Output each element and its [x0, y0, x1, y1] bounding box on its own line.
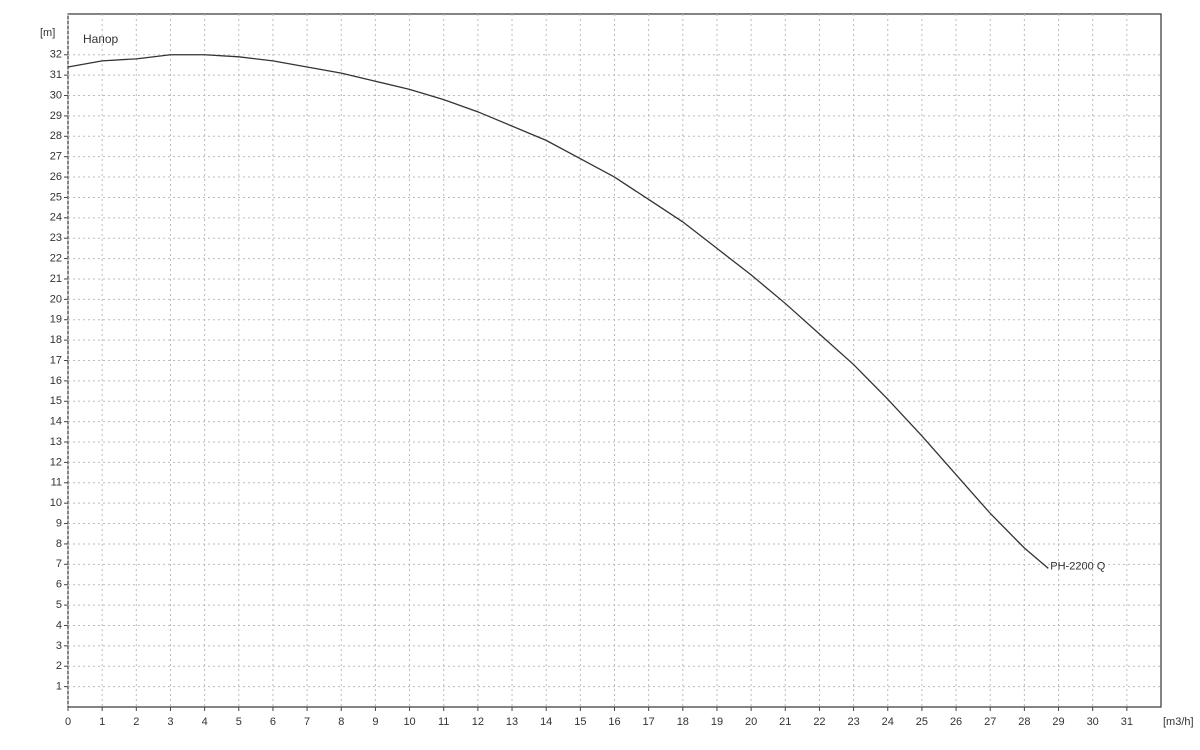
x-tick-label: 0: [65, 716, 71, 728]
x-tick-label: 1: [99, 716, 105, 728]
x-tick-label: 15: [574, 716, 586, 728]
x-tick-label: 27: [984, 716, 996, 728]
y-tick-label: 10: [50, 497, 62, 509]
y-tick-label: 8: [56, 538, 62, 550]
y-tick-label: 11: [51, 477, 62, 489]
y-tick-label: 16: [50, 375, 62, 387]
curve-label: PH-2200 Q: [1050, 560, 1105, 572]
x-tick-label: 5: [236, 716, 242, 728]
x-tick-label: 3: [167, 716, 173, 728]
x-tick-label: 6: [270, 716, 276, 728]
y-tick-label: 5: [56, 599, 62, 611]
grid: [67, 14, 1161, 707]
y-tick-label: 15: [50, 395, 62, 407]
x-tick-label: 26: [950, 716, 962, 728]
x-axis-label: [m3/h]: [1163, 716, 1194, 728]
y-tick-label: 25: [50, 191, 62, 203]
x-tick-label: 23: [847, 716, 859, 728]
x-tick-label: 7: [304, 716, 310, 728]
x-tick-label: 12: [472, 716, 484, 728]
y-tick-label: 23: [50, 232, 62, 244]
x-tick-label: 18: [677, 716, 689, 728]
y-tick-label: 29: [50, 110, 62, 122]
y-tick-label: 14: [50, 416, 62, 428]
y-tick-label: 18: [50, 334, 62, 346]
x-tick-label: 4: [202, 716, 208, 728]
x-tick-label: 19: [711, 716, 723, 728]
x-tick-label: 9: [372, 716, 378, 728]
x-tick-label: 14: [540, 716, 552, 728]
y-tick-label: 28: [50, 130, 62, 142]
x-tick-label: 17: [643, 716, 655, 728]
y-axis-label: [m]: [40, 27, 55, 39]
y-tick-label: 19: [50, 314, 62, 326]
x-tick-label: 2: [133, 716, 139, 728]
x-tick-label: 11: [438, 716, 449, 728]
y-tick-label: 27: [50, 151, 62, 163]
y-tick-label: 3: [56, 640, 62, 652]
y-tick-label: 24: [50, 212, 62, 224]
curve: [67, 54, 1049, 569]
y-tick-label: 2: [56, 660, 62, 672]
x-tick-label: 20: [745, 716, 757, 728]
y-tick-label: 20: [50, 293, 62, 305]
y-tick-label: 26: [50, 171, 62, 183]
y-tick-label: 12: [50, 456, 62, 468]
x-tick-label: 13: [506, 716, 518, 728]
y-tick-label: 30: [50, 89, 62, 101]
y-tick-label: 22: [50, 252, 62, 264]
y-tick-label: 13: [50, 436, 62, 448]
y-tick-label: 1: [56, 681, 62, 693]
x-tick-label: 28: [1018, 716, 1030, 728]
y-tick-label: 21: [50, 273, 62, 285]
x-tick-label: 16: [608, 716, 620, 728]
curve-title: Напор: [83, 32, 119, 46]
x-tick-label: 21: [779, 716, 791, 728]
y-tick-label: 7: [56, 558, 62, 570]
y-tick-label: 17: [50, 354, 62, 366]
y-tick-label: 31: [50, 69, 62, 81]
x-tick-label: 30: [1087, 716, 1099, 728]
y-tick-label: 6: [56, 579, 62, 591]
x-tick-label: 31: [1121, 716, 1133, 728]
y-tick-label: 32: [50, 49, 62, 61]
x-tick-label: 29: [1052, 716, 1064, 728]
x-tick-label: 25: [916, 716, 928, 728]
x-tick-label: 10: [403, 716, 415, 728]
y-tick-label: 9: [56, 517, 62, 529]
y-tick-label: 4: [56, 619, 62, 631]
x-tick-label: 22: [813, 716, 825, 728]
x-tick-label: 8: [338, 716, 344, 728]
x-tick-label: 24: [882, 716, 894, 728]
